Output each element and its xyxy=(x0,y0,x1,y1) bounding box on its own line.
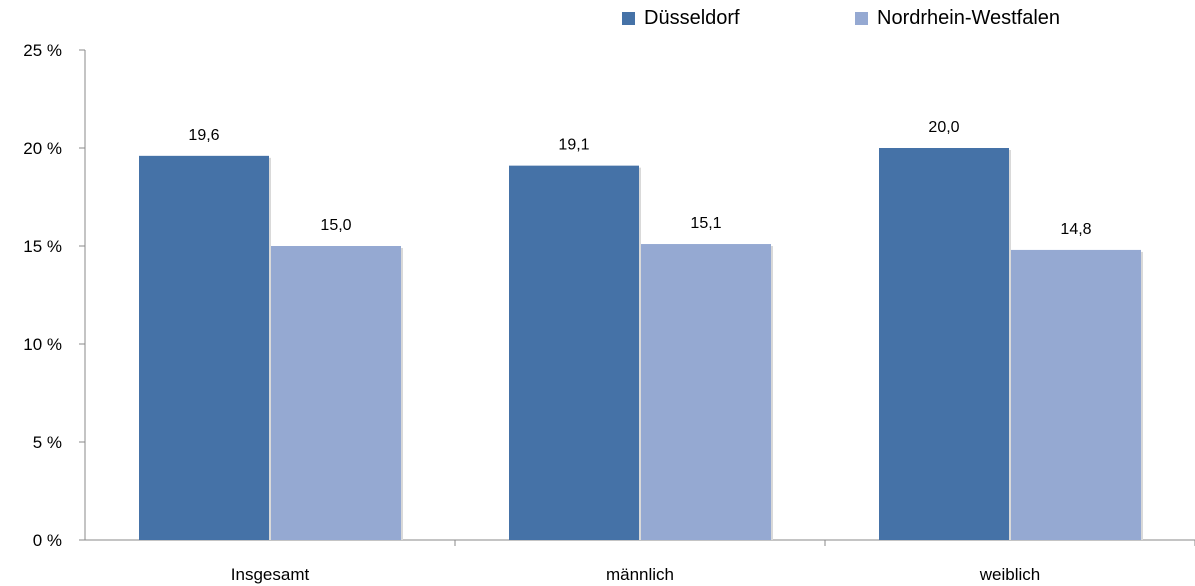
bar-nrw xyxy=(641,244,771,541)
data-label: 20,0 xyxy=(928,119,959,136)
bar-duesseldorf xyxy=(879,148,1009,540)
data-label: 15,0 xyxy=(320,217,351,234)
data-label: 15,1 xyxy=(690,215,721,232)
y-tick-label: 5 % xyxy=(33,433,62,452)
bar-duesseldorf xyxy=(509,165,639,540)
legend-label: Nordrhein-Westfalen xyxy=(877,7,1060,29)
bar-duesseldorf xyxy=(139,155,269,540)
legend-swatch xyxy=(855,12,868,25)
category-label: Insgesamt xyxy=(231,565,310,584)
category-label: weiblich xyxy=(979,565,1040,584)
bar-nrw xyxy=(1011,249,1141,541)
y-tick-label: 0 % xyxy=(33,531,62,550)
legend-swatch xyxy=(622,12,635,25)
y-tick-label: 25 % xyxy=(23,41,62,60)
data-label: 19,1 xyxy=(558,137,589,154)
data-label: 14,8 xyxy=(1060,221,1091,238)
y-tick-label: 15 % xyxy=(23,237,62,256)
y-tick-label: 10 % xyxy=(23,335,62,354)
category-label: männlich xyxy=(606,565,674,584)
y-tick-label: 20 % xyxy=(23,139,62,158)
legend-label: Düsseldorf xyxy=(644,7,740,29)
bar-nrw xyxy=(271,246,401,540)
data-label: 19,6 xyxy=(188,127,219,144)
